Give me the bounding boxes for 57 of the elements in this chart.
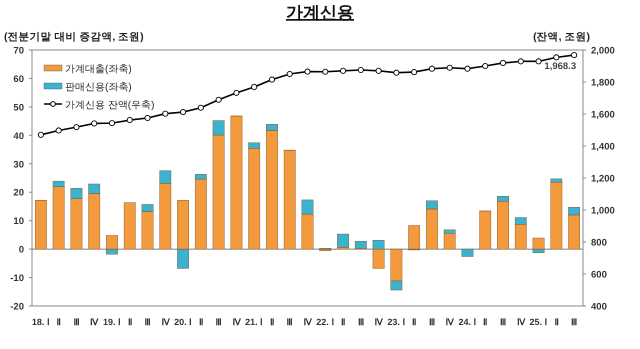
x-tick-label: 23. Ⅰ bbox=[387, 317, 406, 327]
x-tick-label: 19. Ⅰ bbox=[102, 317, 121, 327]
x-tick-label: Ⅱ bbox=[198, 317, 203, 327]
x-tick-label: Ⅲ bbox=[216, 317, 222, 327]
legend-label: 가계대출(좌축) bbox=[65, 64, 132, 75]
y-tick-label: 50 bbox=[13, 102, 24, 114]
y2-tick-label: 1,600 bbox=[591, 110, 615, 120]
x-tick-label: Ⅳ bbox=[304, 317, 312, 327]
y2-tick-label: 400 bbox=[591, 302, 607, 312]
y-tick-label: 40 bbox=[13, 130, 24, 142]
x-tick-label: Ⅱ bbox=[412, 317, 416, 327]
y-tick-label: 20 bbox=[13, 188, 24, 199]
x-tick-label: Ⅱ bbox=[554, 317, 558, 327]
y2-tick-label: 600 bbox=[591, 270, 607, 280]
x-tick-label: 18. Ⅰ bbox=[32, 317, 50, 327]
x-tick-label: 25. Ⅰ bbox=[530, 317, 548, 327]
y-tick-label: 0 bbox=[18, 244, 24, 256]
y2-tick-label: 2,000 bbox=[591, 46, 615, 56]
x-tick-label: Ⅱ bbox=[483, 317, 488, 327]
y-tick-label: 70 bbox=[13, 46, 24, 56]
x-tick-label: 24. Ⅰ bbox=[458, 317, 476, 327]
y2-tick-label: 1,800 bbox=[591, 78, 615, 88]
y-tick-label: 60 bbox=[13, 74, 24, 85]
data-label: 1,968.3 bbox=[544, 61, 576, 72]
y-axis-title: (전분기말 대비 증감액, 조원) bbox=[4, 31, 144, 43]
x-tick-label: Ⅲ bbox=[500, 317, 506, 327]
y2-tick-label: 1,400 bbox=[591, 142, 615, 152]
x-tick-label: 21. Ⅰ bbox=[245, 317, 264, 327]
legend-label: 가계신용 잔액(우축) bbox=[65, 100, 154, 111]
x-tick-label: Ⅱ bbox=[270, 317, 274, 327]
x-tick-label: Ⅲ bbox=[286, 317, 293, 327]
x-tick-label: Ⅲ bbox=[358, 317, 364, 327]
x-tick-label: Ⅲ bbox=[73, 317, 80, 327]
y2-axis-title: (잔액, 조원) bbox=[533, 31, 590, 43]
x-tick-label: 22. Ⅰ bbox=[316, 317, 334, 327]
x-tick-label: Ⅳ bbox=[232, 317, 242, 327]
x-tick-label: Ⅳ bbox=[161, 317, 170, 327]
y2-tick-label: 800 bbox=[591, 238, 607, 248]
x-tick-label: 20. Ⅰ bbox=[174, 317, 192, 327]
y-tick-label: 30 bbox=[13, 159, 24, 170]
x-tick-label: Ⅳ bbox=[516, 317, 526, 327]
legend-label: 판매신용(좌축) bbox=[65, 82, 132, 93]
x-tick-label: Ⅱ bbox=[341, 317, 346, 327]
y2-tick-label: 1,000 bbox=[591, 206, 615, 216]
x-tick-label: Ⅳ bbox=[374, 317, 384, 327]
x-tick-label: Ⅱ bbox=[128, 317, 132, 327]
x-tick-label: Ⅳ bbox=[90, 317, 100, 327]
y-tick-label: -20 bbox=[10, 302, 24, 312]
x-tick-label: Ⅱ bbox=[56, 317, 61, 327]
x-tick-label: Ⅲ bbox=[144, 317, 151, 327]
y-tick-label: 10 bbox=[13, 216, 24, 228]
chart-title: 가계신용 bbox=[286, 3, 354, 22]
x-tick-label: Ⅲ bbox=[428, 317, 435, 327]
y-tick-label: -10 bbox=[10, 273, 24, 284]
x-tick-label: Ⅳ bbox=[446, 317, 455, 327]
y2-tick-label: 1,200 bbox=[591, 174, 615, 184]
x-tick-label: Ⅲ bbox=[571, 317, 578, 327]
